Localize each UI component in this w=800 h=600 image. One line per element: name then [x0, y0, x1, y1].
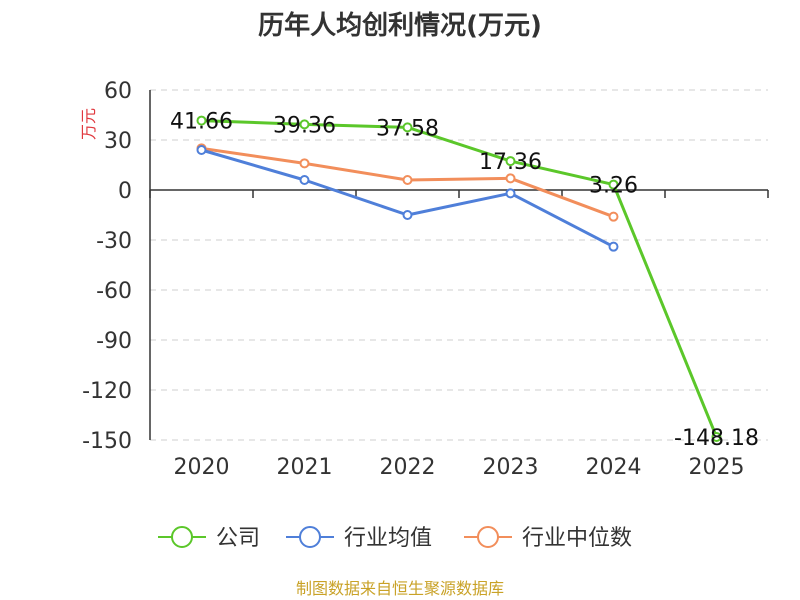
legend-item[interactable]: 行业均值	[286, 526, 432, 551]
legend-label: 公司	[216, 526, 260, 551]
series-1	[196, 145, 619, 252]
series-2	[196, 143, 619, 222]
data-label: -148.18	[674, 426, 759, 451]
y-tick-label: -30	[96, 229, 132, 254]
data-label: 17.36	[479, 150, 542, 175]
legend-marker	[477, 526, 499, 548]
grid-layer	[150, 89, 768, 441]
source-note: 制图数据来自恒生聚源数据库	[296, 579, 504, 598]
legend-label: 行业中位数	[522, 526, 632, 551]
y-tick-label: -150	[82, 429, 132, 454]
data-label-layer: 41.66 39.36 37.58 17.36 3.26 -148.18	[170, 110, 759, 451]
series-point	[505, 188, 516, 199]
series-point	[402, 122, 413, 133]
x-tick-label: 2020	[174, 455, 230, 480]
series-point	[299, 119, 310, 130]
legend-item[interactable]: 公司	[158, 526, 260, 551]
legend[interactable]: 公司 行业均值 行业中位数	[158, 526, 632, 551]
y-tick-label: 60	[104, 79, 132, 104]
series-point	[608, 241, 619, 252]
data-label: 3.26	[589, 174, 638, 199]
x-tick-label: 2022	[380, 455, 436, 480]
series-point	[299, 158, 310, 169]
series-point	[505, 156, 516, 167]
series-0	[196, 115, 722, 442]
legend-item[interactable]: 行业中位数	[464, 526, 632, 551]
series-point	[608, 179, 619, 190]
series-point	[402, 175, 413, 185]
series-layer	[196, 115, 722, 442]
data-label: 39.36	[273, 113, 336, 138]
y-tick-label: 0	[118, 179, 132, 204]
series-point	[196, 115, 207, 126]
y-axis-label: 万元	[79, 108, 98, 140]
series-point	[505, 173, 516, 184]
legend-label: 行业均值	[344, 526, 432, 551]
series-point	[196, 145, 207, 155]
series-point	[402, 210, 413, 220]
y-tick-label: -60	[96, 279, 132, 304]
y-tick-label: 30	[104, 129, 132, 154]
x-tick-label: 2024	[586, 455, 642, 480]
series-line	[201, 119, 718, 438]
series-line	[201, 148, 615, 248]
y-tick-label: -120	[82, 379, 132, 404]
legend-marker	[171, 526, 193, 548]
y-tick-label: -90	[96, 329, 132, 354]
chart-title: 历年人均创利情况(万元)	[258, 10, 542, 41]
x-tick-label: 2023	[483, 455, 539, 480]
x-tick-label: 2025	[689, 455, 745, 480]
series-point	[299, 175, 310, 185]
series-point	[608, 211, 619, 222]
x-tick-label: 2021	[277, 455, 333, 480]
legend-marker	[299, 526, 321, 548]
data-label: 41.66	[170, 110, 233, 135]
series-point	[711, 431, 722, 442]
data-label: 37.58	[376, 116, 439, 141]
axis-layer: 60 30 0 -30 -60 -90 -120 -150 2020 2021 2022 2023 20…	[82, 79, 769, 480]
